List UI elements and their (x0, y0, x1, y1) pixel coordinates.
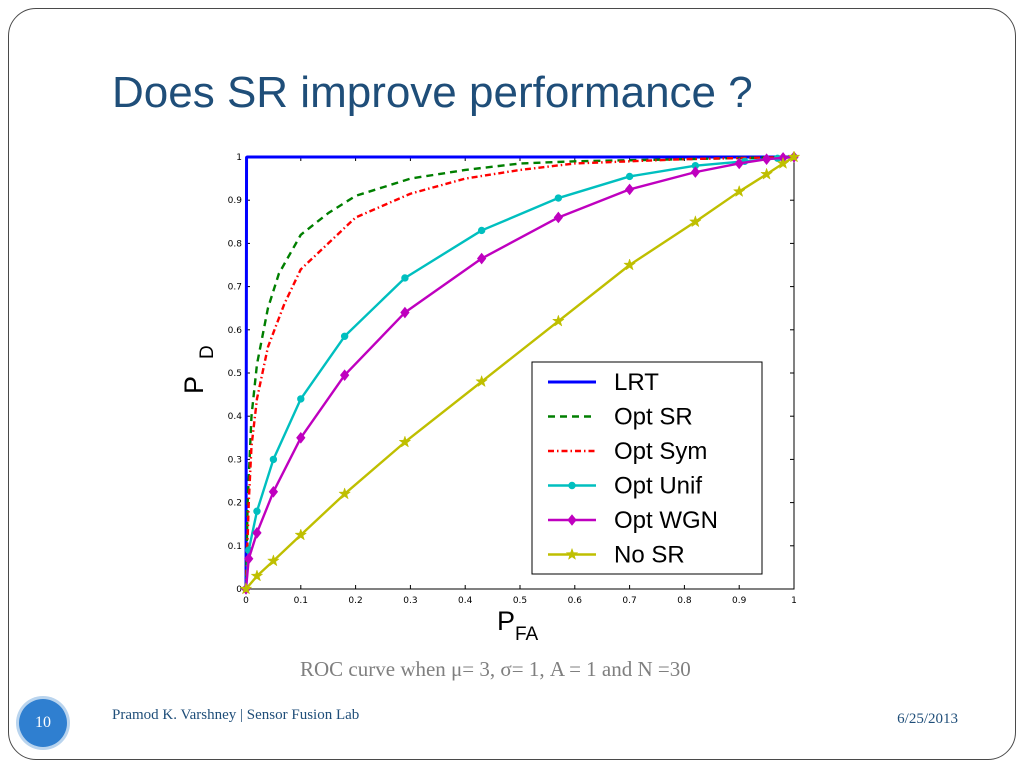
y-tick-label: 0.9 (228, 196, 243, 206)
slide-title: Does SR improve performance ? (112, 68, 753, 117)
data-point-opt-unif (253, 507, 261, 515)
data-point-opt-wgn (553, 211, 564, 224)
data-point-opt-unif (340, 332, 349, 340)
x-tick-label: 0.8 (677, 596, 692, 606)
series-lrt (244, 155, 794, 590)
legend-label-opt-sym: Opt Sym (614, 438, 707, 465)
data-point-opt-unif (401, 274, 409, 282)
data-point-no-sr (294, 528, 308, 541)
legend-label-no-sr: No SR (614, 542, 685, 569)
data-point-opt-wgn (400, 306, 410, 319)
series-line-no-sr (245, 155, 795, 590)
data-point-opt-unif (554, 194, 563, 202)
footer-author: Pramod K. Varshney | Sensor Fusion Lab (112, 707, 360, 723)
x-tick-label: 0 (243, 596, 249, 606)
slide-frame (8, 8, 1016, 760)
legend-marker-opt-wgn (567, 514, 577, 526)
legend-marker-opt-unif (568, 481, 576, 490)
data-point-opt-wgn (244, 552, 254, 565)
y-tick-label: 0.6 (228, 326, 243, 336)
y-tick-label: 0 (236, 585, 242, 595)
data-point-opt-wgn (761, 153, 772, 165)
footer-date: 6/25/2013 (897, 711, 958, 727)
legend-label-opt-sr: Opt SR (614, 404, 693, 431)
legend: LRT Opt SR Opt Sym Opt Unif Opt WGN No SR (531, 361, 763, 575)
data-point-no-sr (250, 569, 264, 582)
x-tick-label: 0.6 (568, 596, 583, 606)
series-layer (239, 150, 801, 595)
x-axis-label-subscript: FA (515, 624, 539, 645)
data-point-opt-wgn (268, 485, 279, 498)
legend-label-lrt: LRT (614, 369, 659, 396)
data-point-opt-wgn (476, 252, 487, 265)
roc-chart: 0 0.1 0.2 0.3 0.4 0.5 0.6 0.7 0.8 0.9 1 0 0.1 0.2 0.3 0… (179, 150, 801, 645)
data-point-opt-wgn (734, 157, 744, 170)
chart-caption: ROC curve when μ= 3, σ= 1, A = 1 and N =… (300, 657, 691, 681)
y-tick-label: 1 (236, 153, 242, 163)
series-opt-wgn (241, 151, 799, 595)
x-tick-label: 0.2 (348, 596, 362, 606)
y-axis-label-subscript: D (197, 345, 218, 359)
legend-label-opt-unif: Opt Unif (614, 473, 702, 500)
x-tick-label: 0.1 (294, 596, 308, 606)
y-tick-label: 0.1 (228, 542, 242, 552)
y-tick-label: 0.5 (228, 369, 242, 379)
data-point-opt-wgn (339, 369, 350, 381)
page-number-badge: 10 (19, 699, 67, 747)
y-tick-label: 0.4 (228, 412, 243, 422)
data-point-no-sr (338, 487, 352, 500)
x-tick-label: 1 (791, 596, 797, 606)
y-tick-label: 0.8 (228, 239, 243, 249)
y-tick-label: 0.3 (228, 455, 242, 465)
data-point-no-sr (398, 435, 412, 448)
page-number: 10 (35, 714, 51, 731)
series-no-sr (239, 150, 801, 595)
x-axis-label: P (497, 606, 515, 636)
data-point-no-sr (787, 150, 801, 163)
legend-label-opt-wgn: Opt WGN (614, 507, 718, 534)
data-point-opt-wgn (690, 166, 701, 178)
data-point-opt-wgn (296, 431, 306, 444)
data-point-no-sr (475, 374, 489, 388)
y-axis-label: P (179, 376, 209, 394)
data-point-no-sr (776, 156, 790, 169)
y-tick-label: 0.7 (228, 283, 242, 293)
data-point-no-sr (239, 582, 253, 595)
legend-box (531, 361, 763, 575)
data-point-opt-wgn (252, 527, 262, 539)
data-point-opt-unif (269, 455, 278, 464)
data-point-opt-unif (625, 172, 634, 181)
data-point-opt-unif (297, 395, 305, 403)
series-line-opt-sr (244, 155, 795, 590)
data-point-no-sr (760, 167, 774, 180)
data-point-no-sr (732, 184, 746, 198)
data-point-no-sr (266, 554, 280, 567)
data-point-no-sr (623, 258, 637, 271)
series-line-lrt (244, 155, 794, 590)
legend-marker-no-sr (565, 547, 579, 560)
data-point-no-sr (551, 314, 565, 327)
data-point-no-sr (688, 215, 702, 228)
series-line-opt-sym (244, 155, 795, 590)
series-opt-sym (244, 155, 795, 590)
data-point-opt-wgn (624, 183, 635, 196)
x-tick-label: 0.7 (622, 596, 636, 606)
x-tick-label: 0.9 (732, 596, 747, 606)
y-tick-label: 0.2 (228, 499, 242, 509)
data-point-opt-unif (477, 226, 486, 235)
x-tick-label: 0.3 (403, 596, 417, 606)
series-opt-sr (244, 155, 795, 590)
x-tick-label: 0.5 (513, 596, 527, 606)
x-tick-label: 0.4 (458, 596, 473, 606)
